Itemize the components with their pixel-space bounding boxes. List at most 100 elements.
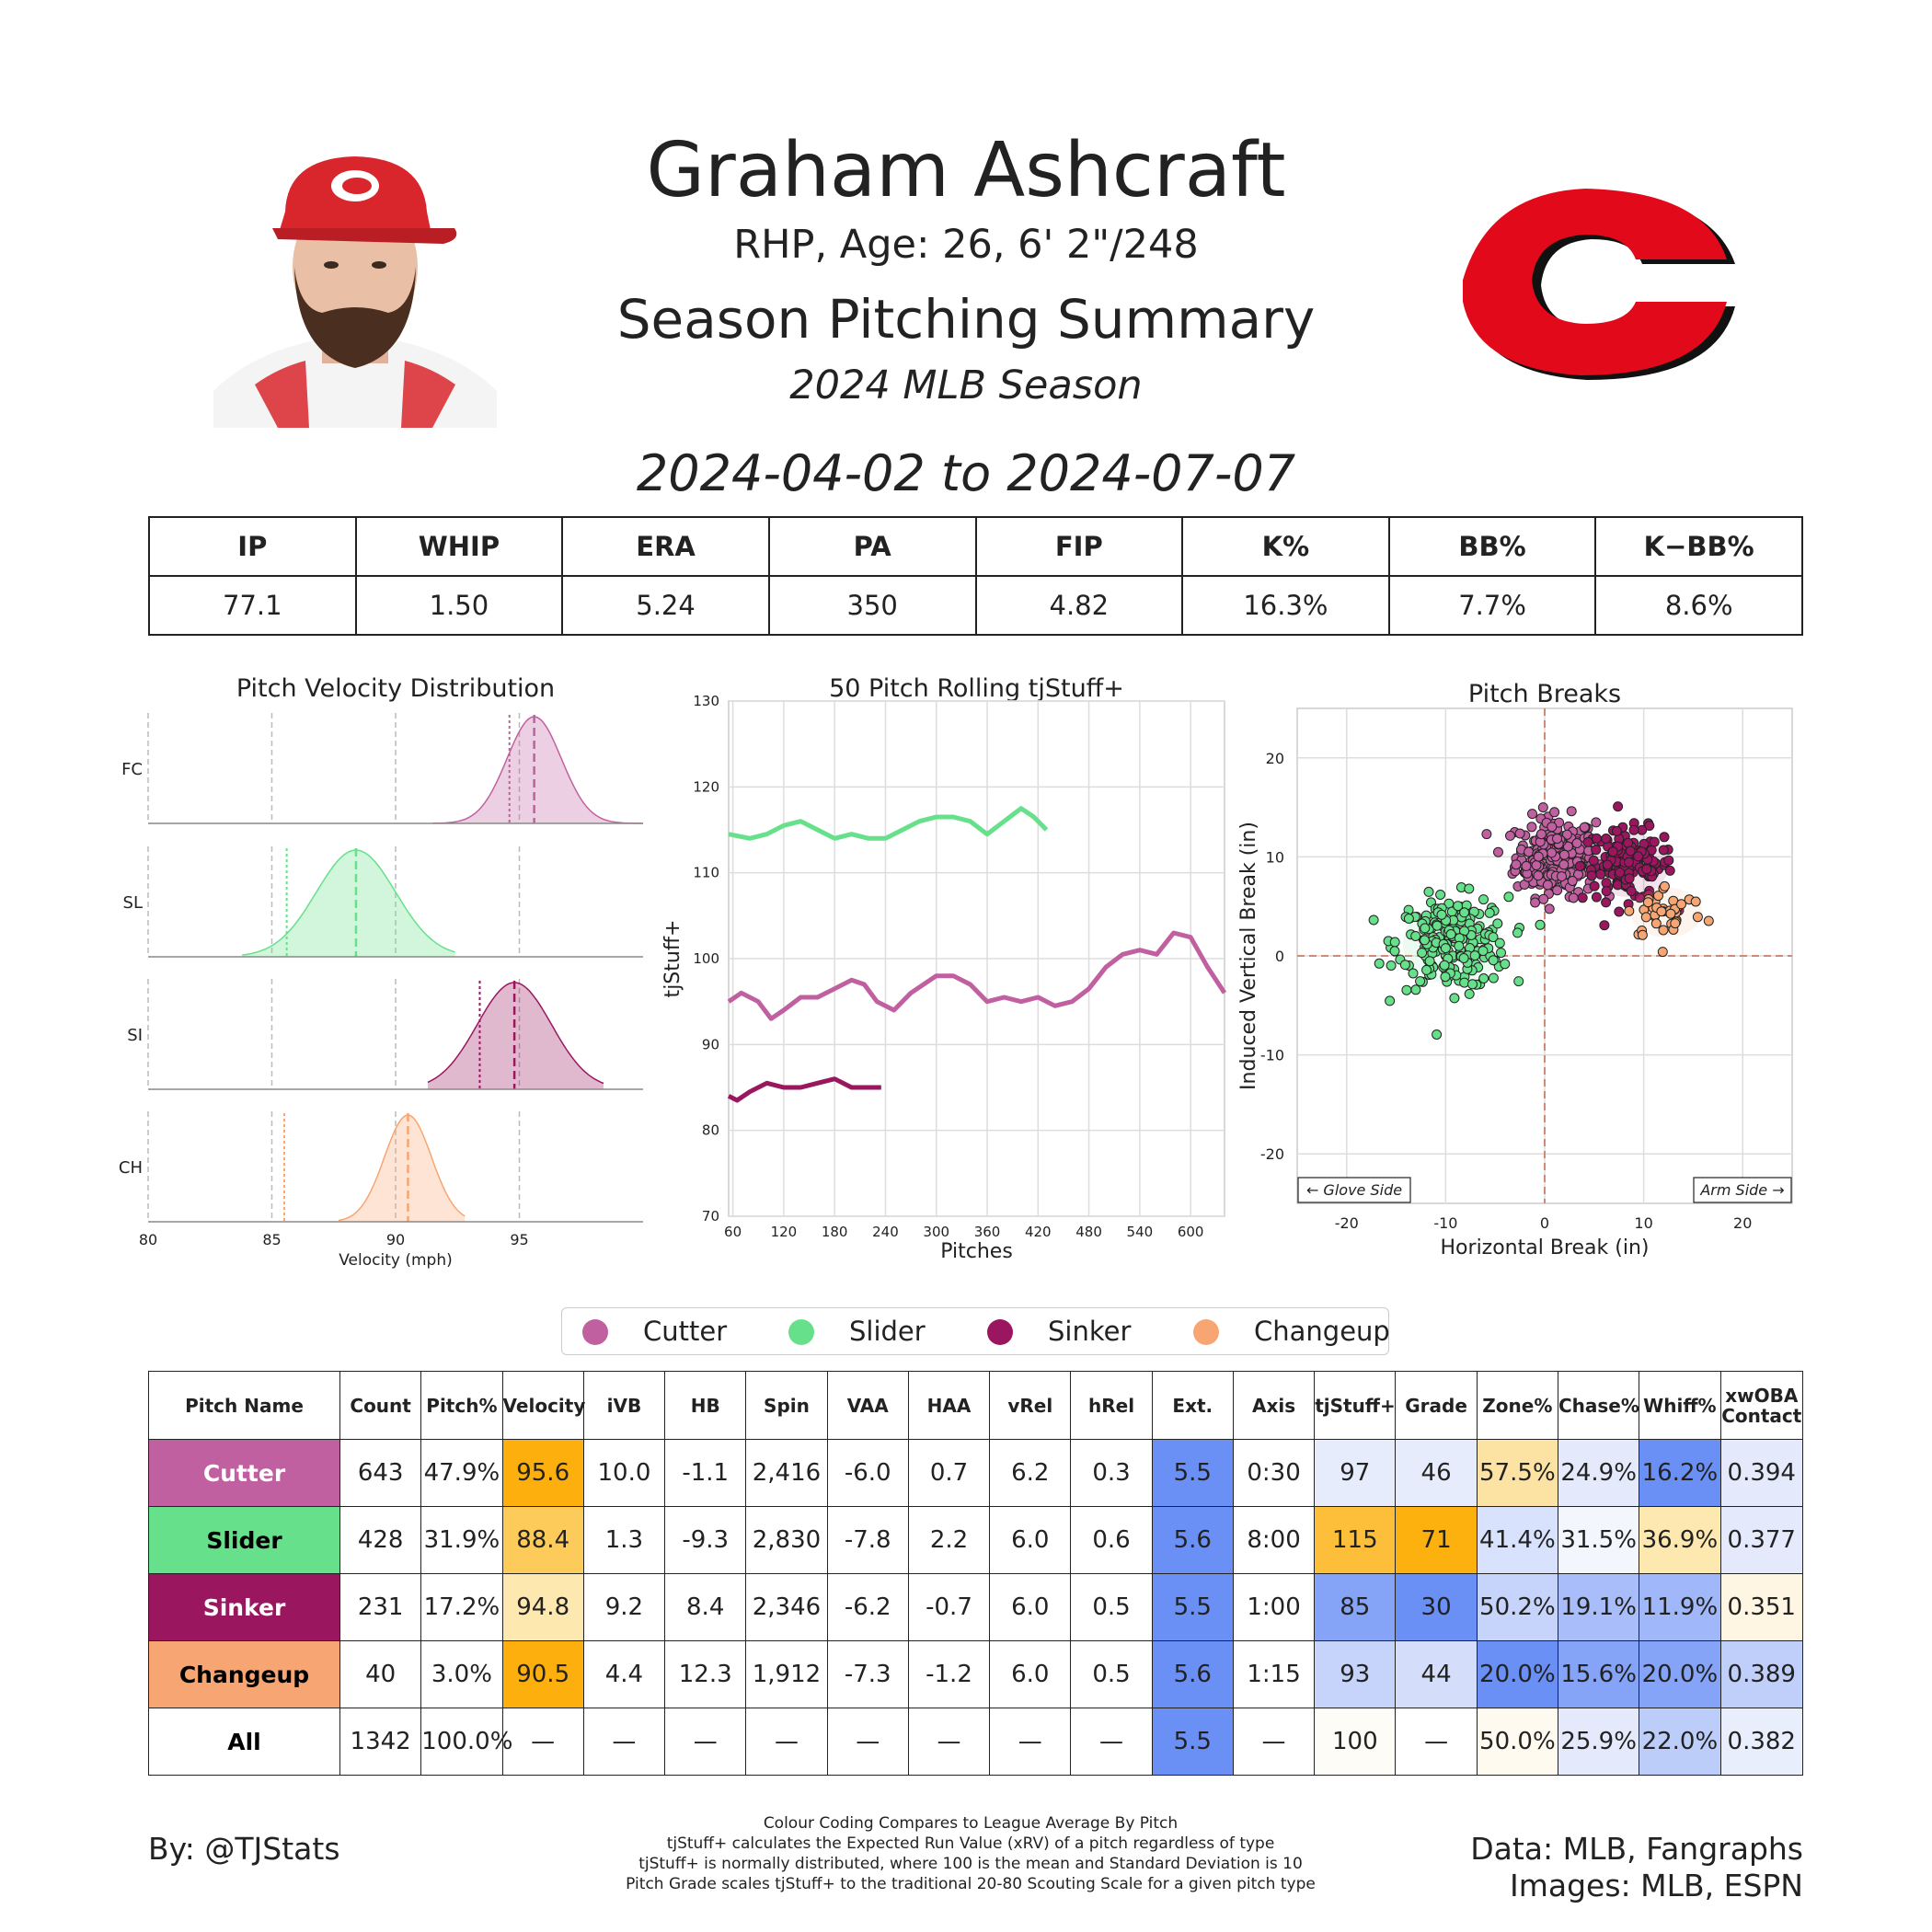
pitch-stat-cell: 0.351 <box>1719 1573 1804 1641</box>
velocity-tick-label: 95 <box>510 1231 528 1248</box>
break-point <box>1613 801 1624 812</box>
break-point <box>1566 806 1577 817</box>
pitch-table-header: iVB <box>582 1371 666 1440</box>
velocity-row-label: FC <box>121 760 143 779</box>
break-point <box>1547 847 1558 858</box>
rolling-y-tick-label: 100 <box>693 950 719 967</box>
rolling-x-tick-label: 180 <box>822 1224 848 1240</box>
break-point <box>1415 976 1426 987</box>
pitch-stat-cell: 6.2 <box>989 1439 1072 1507</box>
break-point <box>1478 973 1489 983</box>
pitch-name-cell: Sinker <box>148 1573 340 1641</box>
table-row: Slider 428 31.9% 88.4 1.3 -9.3 2,830 -7.8 2.2 6.0… <box>148 1506 1804 1574</box>
break-point <box>1658 845 1669 856</box>
pitch-stat-cell: 5.6 <box>1151 1640 1234 1708</box>
pitch-name-cell: All <box>148 1708 340 1776</box>
break-point <box>1527 809 1537 820</box>
table-row: Sinker 231 17.2% 94.8 9.2 8.4 2,346 -6.2 -0.7 6.0… <box>148 1573 1804 1641</box>
pitch-stat-cell: 0.6 <box>1070 1506 1153 1574</box>
break-point <box>1615 867 1626 878</box>
pitch-stat-cell: -0.7 <box>907 1573 991 1641</box>
pitch-legend: Cutter Slider Sinker Changeup <box>561 1307 1390 1355</box>
break-point <box>1650 918 1662 929</box>
break-point <box>1586 870 1597 881</box>
pitch-stat-cell: 36.9% <box>1639 1506 1721 1574</box>
pitch-table-header: Ext. <box>1151 1371 1234 1440</box>
pitch-stat-cell: 11.9% <box>1639 1573 1721 1641</box>
player-bio: RHP, Age: 26, 6' 2"/248 <box>733 222 1199 268</box>
velocity-density-area <box>339 1115 466 1222</box>
pitch-name-cell: Changeup <box>148 1640 340 1708</box>
rolling-series-line <box>728 806 1049 841</box>
break-point <box>1399 960 1410 971</box>
pitch-table-header: Count <box>339 1371 422 1440</box>
pitch-stat-cell: 1:00 <box>1232 1573 1316 1641</box>
break-point <box>1424 956 1435 967</box>
pitch-stat-cell: 1,912 <box>745 1640 828 1708</box>
pitch-table-header: tjStuff+ <box>1314 1371 1397 1440</box>
break-point <box>1690 896 1701 907</box>
break-point <box>1440 943 1451 954</box>
break-point <box>1703 915 1714 926</box>
pitch-stat-cell: — <box>989 1708 1072 1776</box>
pitch-stat-cell: 12.3 <box>664 1640 747 1708</box>
break-point <box>1505 830 1515 841</box>
break-point <box>1535 919 1546 930</box>
cutter-legend-dot <box>582 1319 608 1345</box>
break-point <box>1526 822 1537 833</box>
pitch-stat-cell: 16.2% <box>1639 1439 1721 1507</box>
break-point <box>1557 871 1567 882</box>
velocity-tick-label: 80 <box>139 1231 157 1248</box>
rolling-y-tick-label: 80 <box>702 1122 719 1139</box>
pitch-table-header: xwOBA Contact <box>1719 1371 1804 1440</box>
break-point <box>1591 891 1602 903</box>
pitch-table-header: Spin <box>745 1371 828 1440</box>
break-point <box>1467 979 1478 990</box>
break-point <box>1567 876 1578 886</box>
rolling-y-tick-label: 90 <box>702 1036 719 1052</box>
rolling-x-tick-label: 540 <box>1127 1224 1154 1240</box>
season-stats-header-row: IP WHIP ERA PA FIP K% BB% K−BB% <box>148 516 1803 577</box>
break-point <box>1658 925 1669 936</box>
velocity-density-line <box>242 849 455 956</box>
pitch-stat-cell: 5.5 <box>1151 1439 1234 1507</box>
break-point <box>1579 822 1590 833</box>
pitch-stat-cell: 6.0 <box>989 1506 1072 1574</box>
break-point <box>1589 880 1600 891</box>
break-point <box>1561 829 1572 840</box>
break-point <box>1484 907 1495 918</box>
break-point <box>1488 955 1499 966</box>
break-point <box>1439 960 1450 971</box>
rolling-y-tick-label: 120 <box>693 778 719 795</box>
pitch-stat-cell: 6.0 <box>989 1640 1072 1708</box>
break-point <box>1459 907 1470 918</box>
legend-item-slider: Slider <box>849 1316 926 1347</box>
pitch-stat-cell: 0.7 <box>907 1439 991 1507</box>
arm-side-label: Arm Side → <box>1699 1181 1784 1199</box>
pitch-stat-cell: — <box>1395 1708 1478 1776</box>
pitch-stat-cell: 5.5 <box>1151 1708 1234 1776</box>
images-source: Images: MLB, ESPN <box>1509 1868 1803 1903</box>
legend-item-sinker: Sinker <box>1048 1316 1132 1347</box>
author-credit: By: @TJStats <box>148 1831 340 1867</box>
rolling-y-tick-label: 130 <box>693 693 719 709</box>
pitch-stat-cell: 428 <box>339 1506 422 1574</box>
break-point <box>1547 822 1558 833</box>
break-point <box>1626 886 1637 897</box>
pitch-stat-cell: -6.0 <box>826 1439 909 1507</box>
summary-title: Season Pitching Summary <box>616 288 1316 351</box>
break-point <box>1641 864 1652 875</box>
pitch-stat-cell: 71 <box>1395 1506 1478 1574</box>
pitch-stat-cell: 30 <box>1395 1573 1478 1641</box>
break-point <box>1449 993 1460 1004</box>
stat-value: 16.3% <box>1181 575 1390 636</box>
pitch-stat-cell: 1342 <box>339 1708 422 1776</box>
break-point <box>1601 878 1612 889</box>
pitch-table-header: Axis <box>1232 1371 1316 1440</box>
velocity-row-label: SI <box>127 1026 143 1045</box>
pitch-stat-cell: 10.0 <box>582 1439 666 1507</box>
velocity-tick-label: 90 <box>386 1231 405 1248</box>
pitch-stat-cell: 40 <box>339 1640 422 1708</box>
pitch-stat-cell: 115 <box>1314 1506 1397 1574</box>
break-point <box>1512 927 1523 938</box>
